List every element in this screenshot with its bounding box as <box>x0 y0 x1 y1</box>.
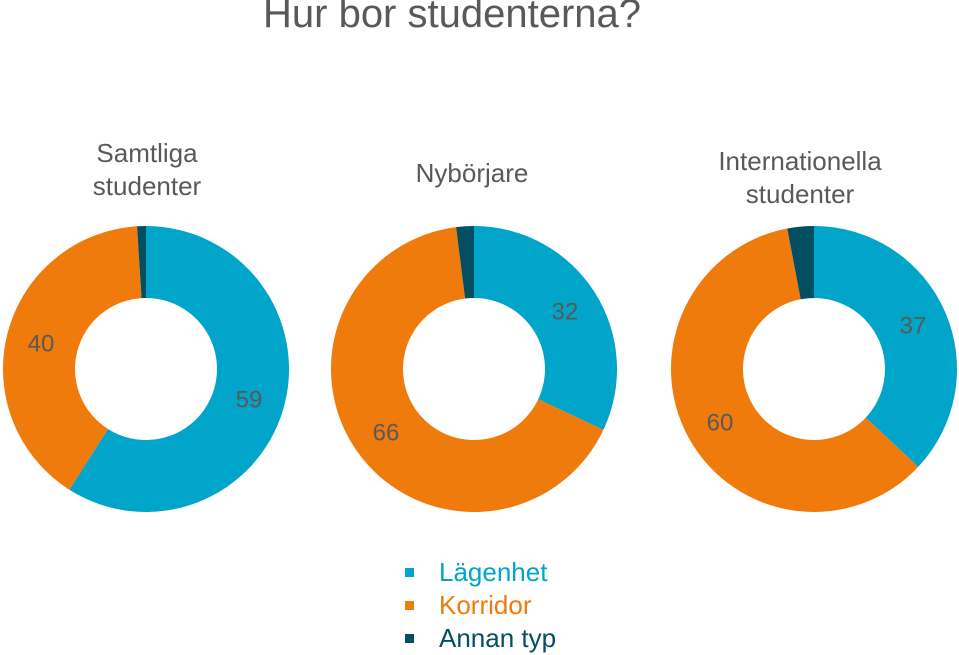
donut-1-label-lagenhet: 32 <box>552 298 579 325</box>
donut-1-slice-lagenhet <box>474 226 618 430</box>
donut-1-label-korridor: 66 <box>373 419 400 446</box>
donut-1-slice-annan-typ <box>456 226 474 299</box>
donut-2-slice-annan-typ <box>787 226 814 300</box>
legend-item-annan-typ: Annan typ <box>405 622 556 655</box>
donut-2-label-lagenhet: 37 <box>900 312 927 339</box>
legend: Lägenhet Korridor Annan typ <box>405 556 556 655</box>
donut-0-slice-korridor <box>3 226 142 490</box>
legend-item-lagenhet: Lägenhet <box>405 556 556 589</box>
chart-title-samtliga: Samtliga studenter <box>92 138 202 201</box>
donut-2-label-korridor: 60 <box>707 409 734 436</box>
page-title: Hur bor studenterna? <box>263 0 642 36</box>
donut-0-label-korridor: 40 <box>28 330 55 357</box>
legend-swatch-korridor <box>405 601 414 610</box>
legend-swatch-annan-typ <box>405 634 414 643</box>
donut-0-slice-lagenhet <box>69 226 289 512</box>
donut-0-slice-annan-typ <box>137 226 146 299</box>
chart-title-internationella: Internationella studenter <box>718 146 882 209</box>
legend-swatch-lagenhet <box>405 568 414 577</box>
legend-label-annan-typ: Annan typ <box>439 623 557 653</box>
donut-1-slice-korridor <box>331 227 604 512</box>
donut-0-label-lagenhet: 59 <box>236 386 263 413</box>
donut-2-slice-lagenhet <box>814 226 957 467</box>
legend-label-korridor: Korridor <box>439 590 532 620</box>
legend-label-lagenhet: Lägenhet <box>439 557 548 587</box>
legend-item-korridor: Korridor <box>405 589 556 622</box>
chart-title-nyborjare: Nybörjare <box>415 158 529 188</box>
donut-2-slice-korridor <box>671 228 919 513</box>
